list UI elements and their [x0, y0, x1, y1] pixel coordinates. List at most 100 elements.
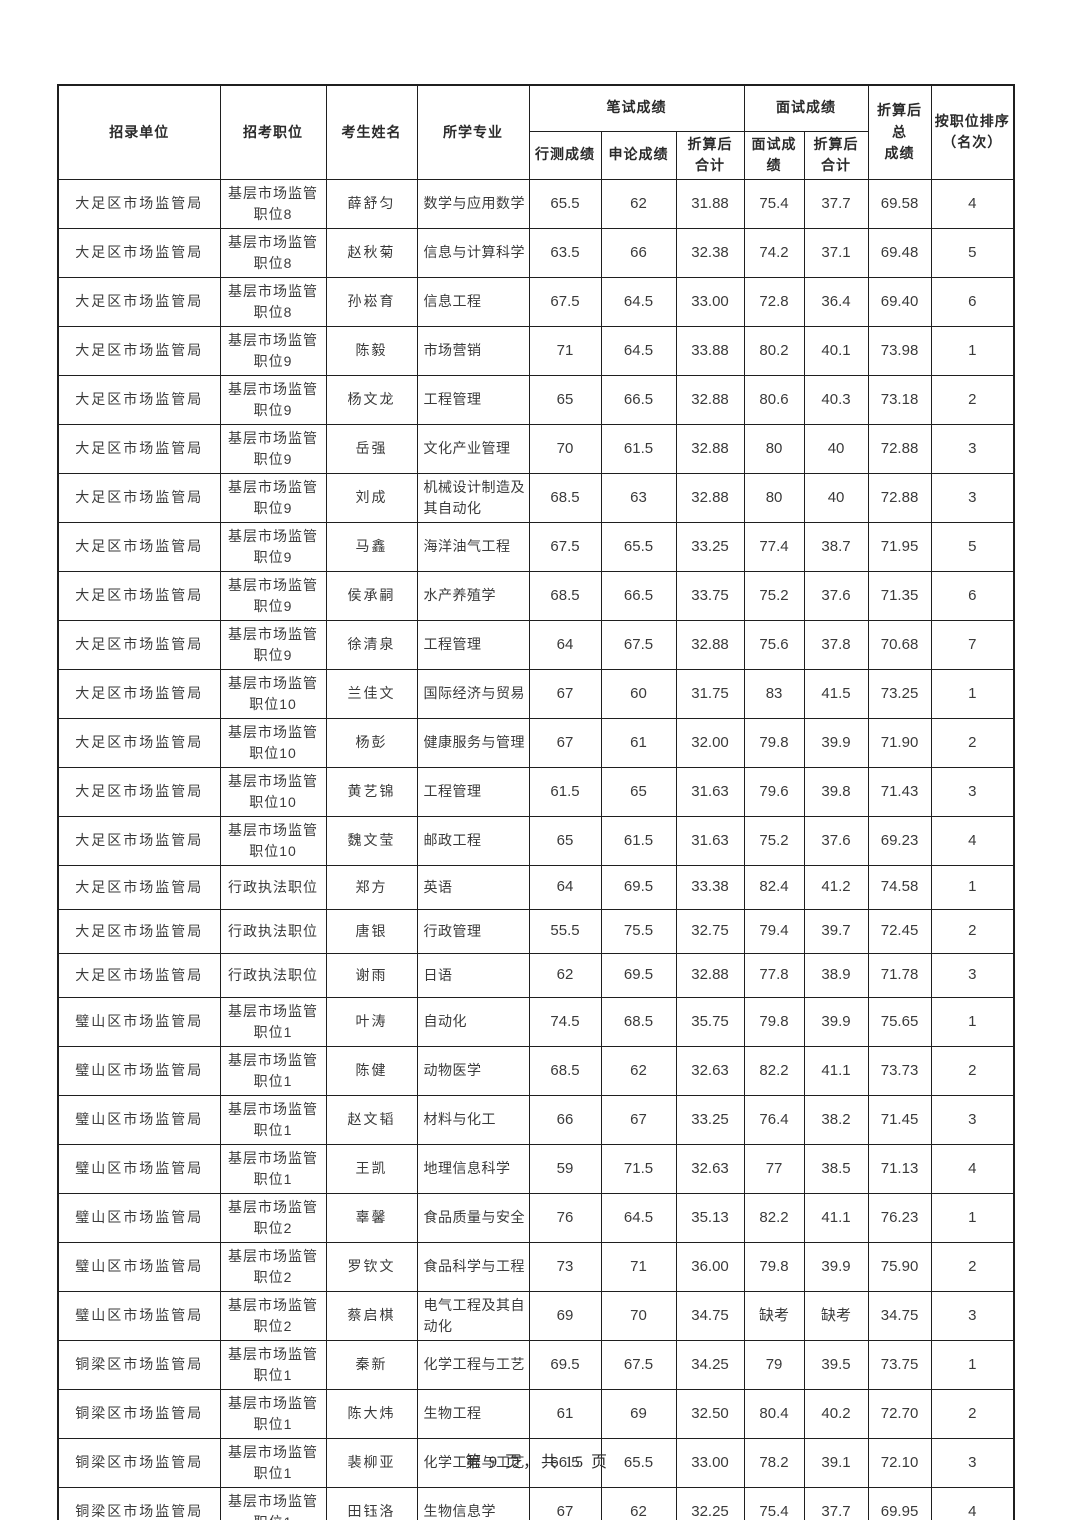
cell-shenlun-score: 71	[600, 1241, 677, 1292]
table-row: 大足区市场监管局 行政执法职位 谢雨 日语 62 69.5 32.88 77.8…	[57, 952, 1015, 998]
cell-major: 水产养殖学	[416, 570, 530, 621]
cell-xingce-score: 61	[528, 1388, 602, 1439]
cell-rank: 1	[930, 864, 1015, 910]
cell-total-score: 69.95	[867, 1486, 932, 1520]
cell-shenlun-score: 68.5	[600, 996, 677, 1047]
cell-position: 基层市场监管职位10	[219, 815, 327, 866]
cell-xingce-score: 76	[528, 1192, 602, 1243]
table-row: 大足区市场监管局 基层市场监管职位9 刘成 机械设计制造及其自动化 68.5 6…	[57, 472, 1015, 523]
cell-interview-converted: 39.1	[803, 1437, 869, 1488]
cell-unit: 大足区市场监管局	[57, 276, 221, 327]
cell-xingce-score: 67.5	[528, 276, 602, 327]
cell-major: 海洋油气工程	[416, 521, 530, 572]
cell-major: 食品质量与安全	[416, 1192, 530, 1243]
cell-position: 基层市场监管职位1	[219, 996, 327, 1047]
cell-interview-score: 缺考	[743, 1290, 805, 1341]
cell-interview-score: 75.2	[743, 815, 805, 866]
cell-shenlun-score: 65	[600, 766, 677, 817]
cell-total-score: 73.25	[867, 668, 932, 719]
cell-major: 工程管理	[416, 374, 530, 425]
cell-xingce-score: 64	[528, 864, 602, 910]
cell-candidate-name: 王凯	[325, 1143, 418, 1194]
cell-candidate-name: 秦新	[325, 1339, 418, 1390]
cell-major: 工程管理	[416, 766, 530, 817]
cell-shenlun-score: 66.5	[600, 374, 677, 425]
cell-written-converted: 34.75	[675, 1290, 745, 1341]
cell-interview-score: 80.4	[743, 1388, 805, 1439]
cell-unit: 大足区市场监管局	[57, 815, 221, 866]
cell-xingce-score: 70	[528, 423, 602, 474]
cell-position: 基层市场监管职位9	[219, 374, 327, 425]
cell-interview-score: 79.8	[743, 717, 805, 768]
cell-shenlun-score: 65.5	[600, 1437, 677, 1488]
table-row: 大足区市场监管局 基层市场监管职位9 马鑫 海洋油气工程 67.5 65.5 3…	[57, 521, 1015, 572]
table-row: 大足区市场监管局 基层市场监管职位9 侯承嗣 水产养殖学 68.5 66.5 3…	[57, 570, 1015, 621]
cell-rank: 4	[930, 1486, 1015, 1520]
cell-unit: 大足区市场监管局	[57, 570, 221, 621]
cell-major: 文化产业管理	[416, 423, 530, 474]
cell-shenlun-score: 75.5	[600, 908, 677, 954]
cell-rank: 3	[930, 1437, 1015, 1488]
cell-position: 基层市场监管职位1	[219, 1388, 327, 1439]
cell-major: 英语	[416, 864, 530, 910]
cell-interview-score: 83	[743, 668, 805, 719]
cell-interview-score: 79.8	[743, 996, 805, 1047]
cell-position: 基层市场监管职位1	[219, 1437, 327, 1488]
cell-major: 自动化	[416, 996, 530, 1047]
cell-candidate-name: 郑方	[325, 864, 418, 910]
cell-xingce-score: 59	[528, 1143, 602, 1194]
cell-unit: 大足区市场监管局	[57, 472, 221, 523]
cell-interview-converted: 38.7	[803, 521, 869, 572]
cell-position: 基层市场监管职位1	[219, 1486, 327, 1520]
cell-interview-score: 80	[743, 423, 805, 474]
cell-rank: 6	[930, 276, 1015, 327]
cell-major: 材料与化工	[416, 1094, 530, 1145]
cell-candidate-name: 赵秋菊	[325, 227, 418, 278]
cell-written-converted: 32.00	[675, 717, 745, 768]
cell-major: 食品科学与工程	[416, 1241, 530, 1292]
cell-rank: 7	[930, 619, 1015, 670]
table-row: 大足区市场监管局 基层市场监管职位9 杨文龙 工程管理 65 66.5 32.8…	[57, 374, 1015, 425]
table-row: 大足区市场监管局 行政执法职位 郑方 英语 64 69.5 33.38 82.4…	[57, 864, 1015, 910]
cell-total-score: 72.45	[867, 908, 932, 954]
cell-position: 行政执法职位	[219, 908, 327, 954]
cell-total-score: 69.48	[867, 227, 932, 278]
cell-candidate-name: 徐清泉	[325, 619, 418, 670]
page-footer: 第 9 页，共 15 页	[464, 1454, 609, 1471]
cell-xingce-score: 65.5	[528, 178, 602, 229]
cell-shenlun-score: 62	[600, 1045, 677, 1096]
cell-written-converted: 31.63	[675, 766, 745, 817]
cell-rank: 2	[930, 908, 1015, 954]
cell-total-score: 72.88	[867, 472, 932, 523]
cell-total-score: 75.65	[867, 996, 932, 1047]
cell-rank: 2	[930, 1388, 1015, 1439]
cell-candidate-name: 蔡启棋	[325, 1290, 418, 1341]
cell-interview-score: 77.8	[743, 952, 805, 998]
table-header: 招录单位 招考职位 考生姓名 所学专业 笔试成绩 面试成绩 折算后总 成绩 按职…	[57, 84, 1015, 180]
cell-written-converted: 31.63	[675, 815, 745, 866]
cell-written-converted: 35.75	[675, 996, 745, 1047]
cell-shenlun-score: 64.5	[600, 1192, 677, 1243]
cell-rank: 3	[930, 1094, 1015, 1145]
cell-xingce-score: 74.5	[528, 996, 602, 1047]
cell-interview-score: 82.2	[743, 1045, 805, 1096]
cell-interview-score: 80.2	[743, 325, 805, 376]
cell-xingce-score: 66	[528, 1094, 602, 1145]
cell-rank: 4	[930, 178, 1015, 229]
cell-shenlun-score: 61	[600, 717, 677, 768]
cell-position: 基层市场监管职位1	[219, 1143, 327, 1194]
cell-shenlun-score: 63	[600, 472, 677, 523]
cell-position: 基层市场监管职位2	[219, 1192, 327, 1243]
cell-candidate-name: 谢雨	[325, 952, 418, 998]
cell-interview-converted: 39.9	[803, 717, 869, 768]
header-total: 折算后总 成绩	[867, 84, 932, 180]
cell-major: 地理信息科学	[416, 1143, 530, 1194]
cell-rank: 5	[930, 521, 1015, 572]
cell-written-converted: 35.13	[675, 1192, 745, 1243]
table-row: 铜梁区市场监管局 基层市场监管职位1 陈大炜 生物工程 61 69 32.50 …	[57, 1388, 1015, 1439]
cell-unit: 大足区市场监管局	[57, 668, 221, 719]
cell-shenlun-score: 61.5	[600, 815, 677, 866]
cell-rank: 1	[930, 1192, 1015, 1243]
cell-rank: 6	[930, 570, 1015, 621]
cell-candidate-name: 陈健	[325, 1045, 418, 1096]
